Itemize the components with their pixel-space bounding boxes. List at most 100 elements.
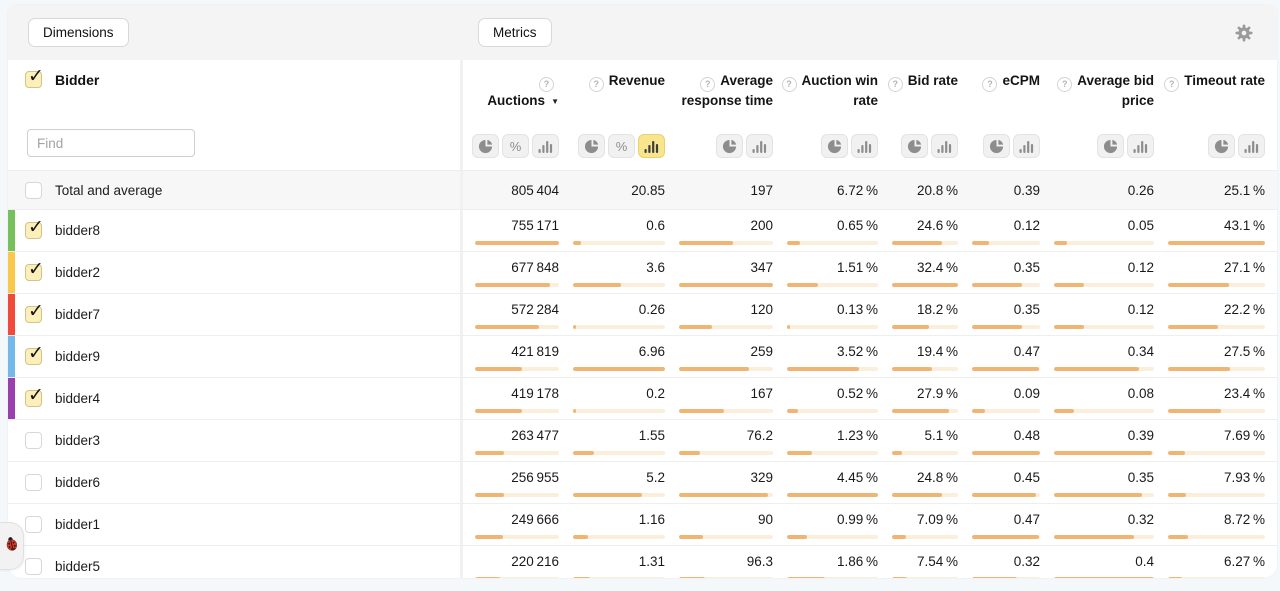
pie-chart-icon[interactable] <box>1097 134 1124 158</box>
metric-title[interactable]: ? Timeout rate <box>1164 72 1265 92</box>
bar-chart-icon[interactable] <box>1127 134 1154 158</box>
metric-value: 27.5 % <box>1224 344 1265 359</box>
metric-value: 0.6 <box>646 218 665 233</box>
metric-title[interactable]: ? Auction win rate <box>781 72 878 110</box>
metric-bar-track <box>787 367 878 371</box>
bar-chart-icon[interactable] <box>931 134 958 158</box>
bidder-cell[interactable]: bidder5 <box>8 546 460 578</box>
metric-bar-track <box>1168 577 1265 578</box>
pie-chart-icon[interactable] <box>716 134 743 158</box>
table-row[interactable]: bidder3 263 477 1.55 76.2 1.23 % 5.1 % 0.48 0.3… <box>8 420 1277 462</box>
metrics-button[interactable]: Metrics <box>478 18 552 47</box>
question-icon[interactable]: ? <box>887 76 903 92</box>
percent-icon[interactable]: % <box>608 134 635 158</box>
metric-value: 19.4 % <box>917 344 958 359</box>
percent-glyph: % <box>615 138 628 154</box>
dimensions-button[interactable]: Dimensions <box>28 18 129 47</box>
bidder-cell[interactable]: bidder4 <box>8 378 460 419</box>
metric-title[interactable]: ? Average bid price <box>1048 72 1154 110</box>
gear-icon[interactable] <box>1235 24 1253 42</box>
bar-chart-icon[interactable] <box>638 134 665 158</box>
find-input[interactable] <box>27 129 195 157</box>
question-icon[interactable]: ? <box>1164 76 1180 92</box>
metric-title[interactable]: ? Revenue <box>588 72 665 92</box>
row-checkbox[interactable] <box>25 558 42 575</box>
bidder-dimension-checkbox[interactable] <box>25 65 44 88</box>
metric-title[interactable]: ? Average response time <box>673 72 773 110</box>
question-icon[interactable]: ? <box>539 76 554 92</box>
metric-value: 0.65 % <box>837 218 878 233</box>
metric-cell: 200 <box>667 210 775 251</box>
sort-desc-icon[interactable]: ▼ <box>551 96 559 106</box>
question-icon[interactable]: ? <box>781 76 797 92</box>
bidder-color-stripe <box>8 252 15 293</box>
row-checkbox[interactable] <box>25 216 44 239</box>
metric-bar-track <box>475 577 559 578</box>
table-row[interactable]: bidder8 755 171 0.6 200 0.65 % 24.6 % 0.12 0.05… <box>8 210 1277 252</box>
pie-chart-icon[interactable] <box>821 134 848 158</box>
question-icon[interactable]: ? <box>700 76 716 92</box>
question-icon[interactable]: ? <box>1057 76 1073 92</box>
bidder-cell[interactable]: bidder3 <box>8 420 460 461</box>
table-row[interactable]: bidder9 421 819 6.96 259 3.52 % 19.4 % 0.47 0.3… <box>8 336 1277 378</box>
pie-chart-icon[interactable] <box>578 134 605 158</box>
percent-icon[interactable]: % <box>502 134 529 158</box>
bidder-cell[interactable]: bidder9 <box>8 336 460 377</box>
question-icon[interactable]: ? <box>588 76 604 92</box>
row-checkbox[interactable] <box>25 300 44 323</box>
row-checkbox[interactable] <box>25 181 42 199</box>
metric-bar-track <box>892 451 958 455</box>
metric-title[interactable]: ? eCPM <box>982 72 1040 92</box>
metric-value: 7.09 % <box>917 512 958 527</box>
row-checkbox[interactable] <box>25 516 42 533</box>
table-row[interactable]: bidder4 419 178 0.2 167 0.52 % 27.9 % 0.09 0.08… <box>8 378 1277 420</box>
question-icon[interactable]: ? <box>982 76 998 92</box>
table-row[interactable]: bidder1 249 666 1.16 90 0.99 % 7.09 % 0.47 0.32… <box>8 504 1277 546</box>
bidder-cell[interactable]: bidder6 <box>8 462 460 503</box>
bidder-cell[interactable]: bidder1 <box>8 504 460 545</box>
metric-cell: 0.32 <box>1042 504 1156 545</box>
row-checkbox[interactable] <box>25 474 42 491</box>
metric-bar-fill <box>679 409 725 413</box>
metric-cell: 0.35 <box>960 252 1042 293</box>
bidder-cell[interactable]: Total and average <box>8 171 460 209</box>
pie-chart-icon[interactable] <box>1208 134 1235 158</box>
bidder-cell[interactable]: bidder7 <box>8 294 460 335</box>
metric-title[interactable]: ?Auctions ▼ <box>469 72 559 111</box>
metric-cell: 0.09 <box>960 378 1042 419</box>
table-row[interactable]: bidder5 220 216 1.31 96.3 1.86 % 7.54 % 0.32 0.… <box>8 546 1277 578</box>
row-checkbox[interactable] <box>25 384 44 407</box>
pie-chart-icon[interactable] <box>901 134 928 158</box>
metric-bar-track <box>573 535 665 539</box>
table-row[interactable]: bidder2 677 848 3.6 347 1.51 % 32.4 % 0.35 0.12… <box>8 252 1277 294</box>
pie-chart-icon[interactable] <box>472 134 499 158</box>
metric-value: 5.2 <box>646 470 665 485</box>
metric-value: 167 <box>750 386 773 401</box>
metric-bar-track <box>573 577 665 578</box>
metric-bar-fill <box>787 451 813 455</box>
bar-chart-icon[interactable] <box>1013 134 1040 158</box>
row-checkbox[interactable] <box>25 342 44 365</box>
bar-chart-icon[interactable] <box>1238 134 1265 158</box>
bar-chart-icon[interactable] <box>851 134 878 158</box>
bidder-cell[interactable]: bidder8 <box>8 210 460 251</box>
pie-chart-icon[interactable] <box>983 134 1010 158</box>
metric-cell: 677 848 <box>463 252 561 293</box>
metric-title[interactable]: ? Bid rate <box>887 72 958 92</box>
toolbar: Dimensions Metrics <box>8 5 1277 60</box>
metric-bar-fill <box>1054 367 1139 371</box>
panel-divider <box>460 171 463 209</box>
view-toggle-group <box>1208 134 1265 158</box>
metric-cell: 0.08 <box>1042 378 1156 419</box>
bidder-cell[interactable]: bidder2 <box>8 252 460 293</box>
row-checkbox[interactable] <box>25 258 44 281</box>
table-row[interactable]: Total and average 805 404 20.85 197 6.72 % 20… <box>8 171 1277 210</box>
bar-chart-icon[interactable] <box>532 134 559 158</box>
row-checkbox[interactable] <box>25 432 42 449</box>
table-row[interactable]: bidder6 256 955 5.2 329 4.45 % 24.8 % 0.45 0.35… <box>8 462 1277 504</box>
debug-tab[interactable] <box>0 522 24 570</box>
panel-divider <box>460 378 463 419</box>
metric-value: 0.09 <box>1013 386 1040 401</box>
bar-chart-icon[interactable] <box>746 134 773 158</box>
table-row[interactable]: bidder7 572 284 0.26 120 0.13 % 18.2 % 0.35 0.1… <box>8 294 1277 336</box>
